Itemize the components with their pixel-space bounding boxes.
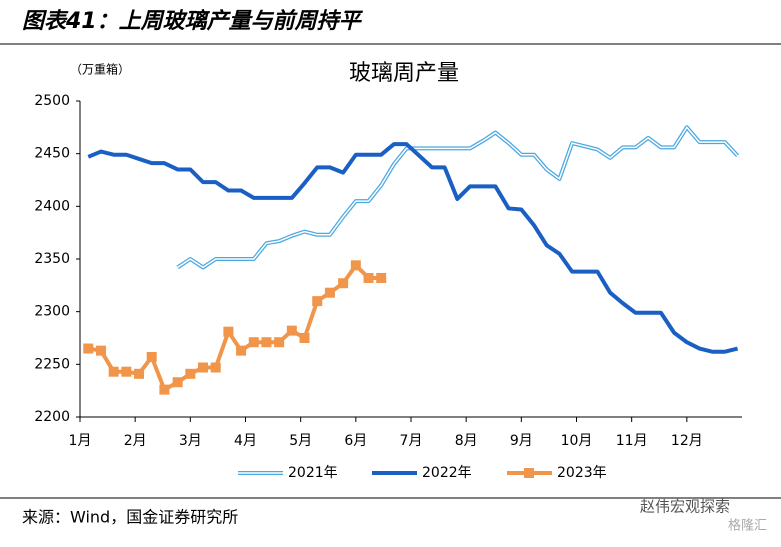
marker	[363, 272, 374, 283]
watermark: 格隆汇	[728, 518, 767, 534]
marker	[108, 366, 119, 377]
x-tick-label: 7月	[400, 433, 423, 449]
x-tick-label: 1月	[69, 433, 92, 449]
series-line	[87, 263, 382, 392]
marker	[286, 325, 297, 336]
x-tick-label: 6月	[344, 433, 367, 449]
marker	[146, 351, 157, 362]
marker	[299, 333, 310, 343]
marker	[172, 377, 183, 388]
marker	[248, 337, 259, 348]
marker	[95, 345, 106, 356]
x-tick-label: 11月	[616, 433, 648, 449]
legend-label: 2022年	[422, 465, 472, 481]
source: 来源：Wind，国金证券研究所	[22, 508, 238, 527]
marker	[210, 362, 221, 373]
y-tick-label: 2500	[34, 93, 70, 109]
marker	[159, 384, 170, 395]
marker	[261, 337, 272, 348]
x-tick-label: 12月	[671, 433, 703, 449]
x-tick-label: 4月	[234, 433, 257, 449]
y-tick-label: 2200	[34, 409, 70, 425]
legend-label: 2023年	[557, 465, 607, 481]
marker	[274, 337, 285, 348]
series-line	[87, 142, 739, 354]
y-tick-label: 2450	[34, 146, 70, 162]
y-unit: （万重箱）	[70, 62, 130, 77]
marker	[338, 278, 349, 289]
marker	[312, 296, 323, 307]
x-tick-label: 5月	[289, 433, 312, 449]
legend-marker	[524, 468, 534, 478]
y-tick-label: 2400	[34, 198, 70, 214]
marker	[223, 326, 234, 337]
marker	[185, 368, 196, 379]
marker	[324, 287, 335, 298]
series-line-inner	[177, 126, 739, 269]
y-tick-label: 2300	[34, 304, 70, 320]
y-tick-label: 2250	[34, 356, 70, 372]
chart-title: 玻璃周产量	[349, 61, 459, 86]
y-tick-label: 2350	[34, 251, 70, 267]
x-tick-label: 10月	[561, 433, 593, 449]
x-tick-label: 8月	[455, 433, 478, 449]
watermark: 赵伟宏观探索	[640, 498, 730, 516]
marker	[198, 362, 209, 373]
x-tick-label: 9月	[510, 433, 533, 449]
marker	[83, 343, 94, 354]
marker	[121, 366, 132, 377]
legend-label: 2021年	[288, 465, 338, 481]
x-tick-label: 3月	[179, 433, 202, 449]
marker	[134, 368, 145, 379]
marker	[350, 260, 361, 271]
figure-title: 图表41：上周玻璃产量与前周持平	[22, 8, 364, 34]
marker	[376, 272, 387, 283]
x-tick-label: 2月	[124, 433, 147, 449]
marker	[236, 345, 247, 356]
